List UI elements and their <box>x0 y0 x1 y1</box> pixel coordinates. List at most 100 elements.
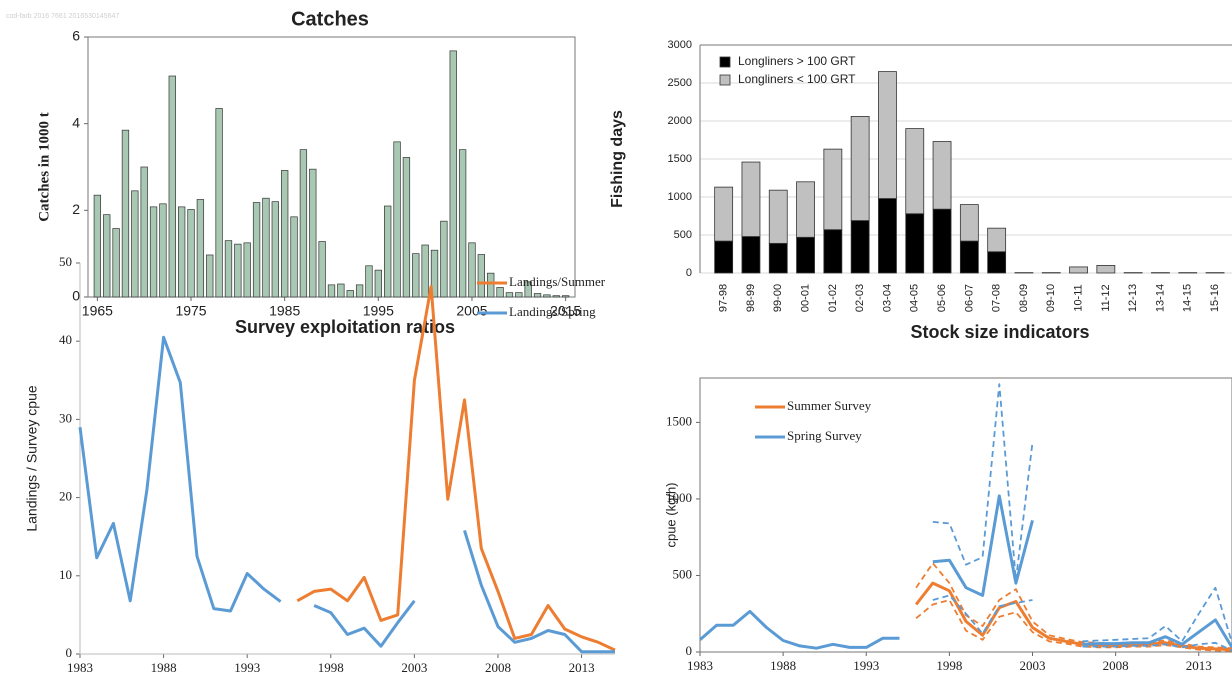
legend-label: Longliners < 100 GRT <box>738 72 856 86</box>
y-tick-label: 6 <box>72 28 80 44</box>
bar <box>533 293 542 298</box>
bar-segment <box>741 161 761 237</box>
bar-segment <box>823 229 843 274</box>
x-tick-label: 04-05 <box>909 284 921 312</box>
legend-swatch <box>719 74 731 86</box>
bar-segment <box>932 141 952 210</box>
x-tick-label: 1998 <box>936 658 962 673</box>
x-tick-label: 13-14 <box>1154 284 1166 312</box>
bar-segment <box>987 227 1007 253</box>
legend-label: Summer Survey <box>787 398 872 413</box>
x-tick-label: 1988 <box>151 660 177 675</box>
bar <box>449 50 457 298</box>
y-tick-label: 4 <box>72 114 80 130</box>
series-line <box>296 285 616 652</box>
x-tick-label: 14-15 <box>1182 284 1194 312</box>
bar-segment <box>850 116 870 221</box>
bar <box>477 254 485 298</box>
bar <box>290 216 298 298</box>
x-tick-label: 1985 <box>269 303 300 319</box>
bar-segment <box>878 198 897 274</box>
x-tick-label: 10-11 <box>1072 284 1084 311</box>
bar <box>262 197 270 298</box>
y-tick-label: 0 <box>72 288 80 304</box>
y-tick-label: 0 <box>66 645 73 660</box>
bar <box>487 272 495 298</box>
x-tick-label: 2013 <box>1186 658 1212 673</box>
y-tick-label: 50 <box>59 254 72 269</box>
bar <box>131 190 139 298</box>
y-tick-label: 2500 <box>668 77 692 89</box>
bar-segment <box>768 189 788 244</box>
y-tick-label: 2 <box>72 201 80 217</box>
bar-segment <box>850 220 870 274</box>
bar-segment <box>905 213 925 274</box>
x-tick-label: 01-02 <box>827 284 839 312</box>
y-tick-label: 20 <box>59 489 72 504</box>
x-tick-label: 2003 <box>1020 658 1046 673</box>
bar <box>458 149 467 298</box>
series-line <box>78 335 615 654</box>
y-tick-label: 40 <box>59 332 72 347</box>
legend-label: Landings/Spring <box>509 304 596 319</box>
bar <box>515 292 523 298</box>
chart-title: Stock size indicators <box>910 322 1089 342</box>
series-line <box>915 562 1232 650</box>
bar <box>206 254 214 298</box>
y-tick-label: 2000 <box>668 115 692 127</box>
y-tick-label: 0 <box>686 267 692 279</box>
x-tick-label: 2015 <box>550 303 581 319</box>
x-tick-label: 11-12 <box>1100 284 1112 311</box>
x-tick-label: 15-16 <box>1209 284 1221 312</box>
bar <box>543 294 551 298</box>
axis-lines <box>79 263 615 655</box>
bar <box>140 166 148 298</box>
bar <box>178 206 186 298</box>
bar <box>496 287 504 298</box>
bar <box>327 284 336 298</box>
bar-segment <box>823 148 843 231</box>
y-axis-label: Landings / Survey cpue <box>24 385 40 532</box>
bar <box>524 281 532 298</box>
x-tick-label: 2013 <box>569 660 595 675</box>
bar-segment <box>878 71 897 199</box>
axis-lines <box>699 44 1232 273</box>
bar-segment <box>987 251 1007 274</box>
bar <box>215 108 223 298</box>
y-tick-label: 1000 <box>668 191 692 203</box>
y-tick-label: 10 <box>59 567 72 582</box>
y-tick-label: 30 <box>59 410 72 425</box>
bar-segment <box>1069 266 1088 274</box>
bar <box>159 203 167 298</box>
bar-segment <box>768 242 788 274</box>
y-tick-label: 0 <box>686 643 693 658</box>
bar <box>281 170 289 298</box>
bar <box>187 209 195 298</box>
y-tick-label: 500 <box>674 229 692 241</box>
x-tick-label: 2005 <box>456 303 487 319</box>
x-tick-label: 1983 <box>67 660 93 675</box>
bar-segment <box>796 181 815 238</box>
bar <box>224 240 233 298</box>
x-tick-label: 1983 <box>687 658 713 673</box>
bar <box>93 194 102 298</box>
x-tick-label: 1975 <box>175 303 206 319</box>
bar-segment <box>959 204 979 242</box>
x-tick-label: 1993 <box>853 658 879 673</box>
bar <box>149 206 158 298</box>
plot-frame <box>699 377 1232 653</box>
bar <box>393 141 401 298</box>
bar <box>234 243 242 298</box>
bar <box>196 199 205 298</box>
x-tick-label: 03-04 <box>881 284 893 312</box>
x-tick-label: 98-99 <box>745 284 757 312</box>
bar <box>421 244 429 298</box>
chart-title: Survey exploitation ratios <box>235 317 455 337</box>
x-tick-label: 12-13 <box>1127 284 1139 312</box>
x-tick-label: 97-98 <box>718 284 730 312</box>
bar <box>384 205 392 298</box>
bar <box>505 292 514 298</box>
x-tick-label: 05-06 <box>936 284 948 312</box>
